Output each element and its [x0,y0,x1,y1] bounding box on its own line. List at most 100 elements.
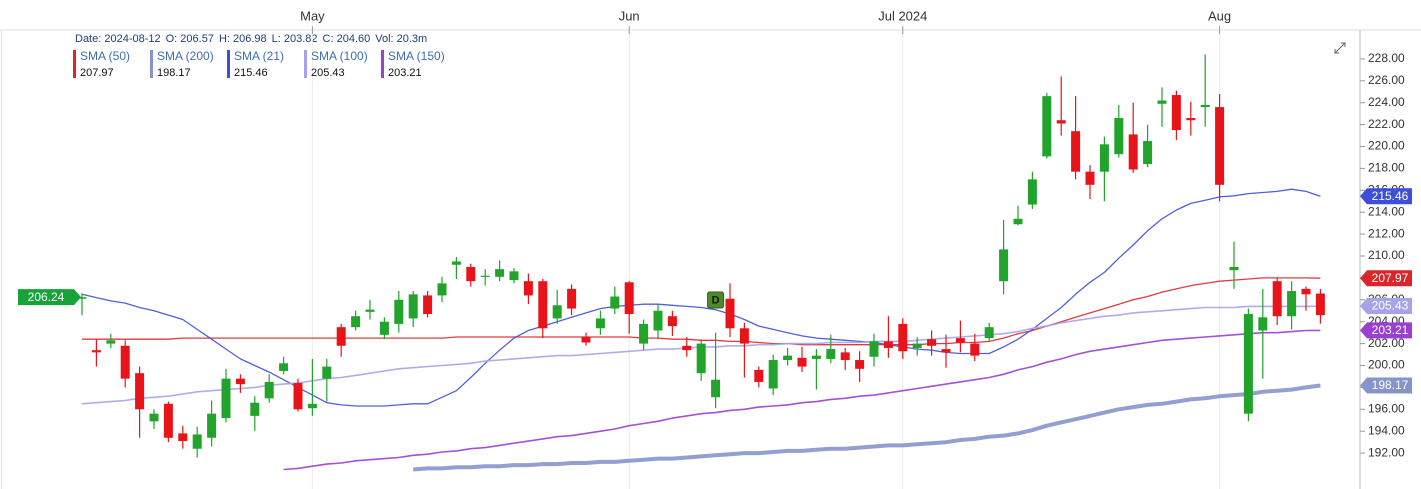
left-price-badge-label: 206.24 [28,290,65,304]
candle-body [595,318,605,329]
y-tick-label: 222.00 [1368,117,1405,131]
legend-name: SMA (200) [157,49,214,63]
candle-body [1229,266,1239,271]
candle-body [855,360,865,369]
candle-body [1186,118,1196,121]
sma-line [81,188,1321,407]
candle-body [1243,314,1253,414]
annotation: D [712,294,720,306]
price-badge-label: 215.46 [1372,189,1409,203]
candle-body [581,337,591,343]
y-tick-label: 194.00 [1368,423,1405,437]
candle-body [955,338,965,343]
candle-body [480,275,490,277]
candle-body [711,379,721,398]
price-badge-label: 198.17 [1372,378,1409,392]
candle-body [682,345,692,351]
candle-body [77,297,87,299]
candle-body [1258,317,1268,331]
price-badge [1360,188,1412,205]
candle-body [1143,141,1153,165]
y-tick-label: 226.00 [1368,73,1405,87]
legend-name: SMA (100) [311,49,368,63]
left-price-badge [18,289,81,306]
legend-swatch [150,50,153,78]
candle-body [1099,144,1109,172]
candle-body [667,316,677,327]
candle-body [538,281,548,329]
info-item: H: 206.98 [219,33,267,45]
candle-body [725,298,735,329]
y-tick-label: 218.00 [1368,161,1405,175]
y-tick-label: 212.00 [1368,226,1405,240]
candle-body [1085,171,1095,185]
y-tick-label: 214.00 [1368,204,1405,218]
y-tick-label: 224.00 [1368,95,1405,109]
info-item: Date: 2024-08-12 [75,33,161,45]
info-item: O: 206.57 [166,33,214,45]
legend-name: SMA (21) [234,49,284,63]
candle-body [898,323,908,352]
x-tick-label: Aug [1208,8,1231,23]
expand-icon[interactable] [1334,42,1346,54]
expand-glyph[interactable] [1334,42,1346,54]
info-line: Date: 2024-08-12 O: 206.57 H: 206.98 L: 203… [75,33,427,45]
price-badge [1360,270,1412,287]
candle-body [1114,118,1124,155]
candle-body [826,349,836,359]
candle-body [1301,288,1311,295]
candle-body [1315,293,1325,316]
candle-body [336,327,346,346]
candle-body [567,288,577,309]
candle-body [1215,107,1225,185]
candle-body [639,323,649,344]
candle-body [379,321,389,335]
legend-value: 215.46 [234,67,268,79]
candle-body [1056,120,1066,124]
candle-body [552,305,562,319]
legend-name: SMA (150) [388,49,445,63]
legend-swatch [381,50,384,78]
candle-body [624,282,634,315]
y-tick-label: 220.00 [1368,139,1405,153]
candle-body [941,349,951,353]
candle-body [423,295,433,315]
candle-body [221,378,231,419]
sma-line [413,383,1321,472]
candle-body [351,316,361,328]
candle-body [451,261,461,265]
candle-body [120,345,130,379]
x-tick-label: Jul 2024 [878,8,927,23]
legend-swatch [227,50,230,78]
candle-body [984,327,994,339]
candle-body [797,357,807,367]
x-tick-label: Jun [619,8,640,23]
candle-body [163,403,173,438]
candle-body [927,339,937,346]
legend-swatch [304,50,307,78]
candle-body [509,271,519,281]
candle-body [264,381,274,399]
candle-body [912,343,922,348]
sma-line [283,329,1321,471]
candle-body [207,413,217,438]
candle-body [235,378,245,385]
price-badge-label: 203.21 [1372,323,1409,337]
candle-body [1071,131,1081,172]
price-badge-label: 207.97 [1372,271,1409,285]
candle-body [1013,218,1023,225]
candle-body [322,366,332,379]
price-badge [1360,322,1412,339]
candle-body [883,341,893,348]
info-item: L: 203.82 [272,33,318,45]
candle-body [149,413,159,422]
price-badge [1360,298,1412,315]
candle-body [610,296,620,309]
y-tick-label: 196.00 [1368,401,1405,415]
candle-body [869,341,879,357]
candle-body [754,369,764,382]
legend-value: 198.17 [157,67,191,79]
candle-body [739,328,749,344]
candle-body [1171,95,1181,131]
